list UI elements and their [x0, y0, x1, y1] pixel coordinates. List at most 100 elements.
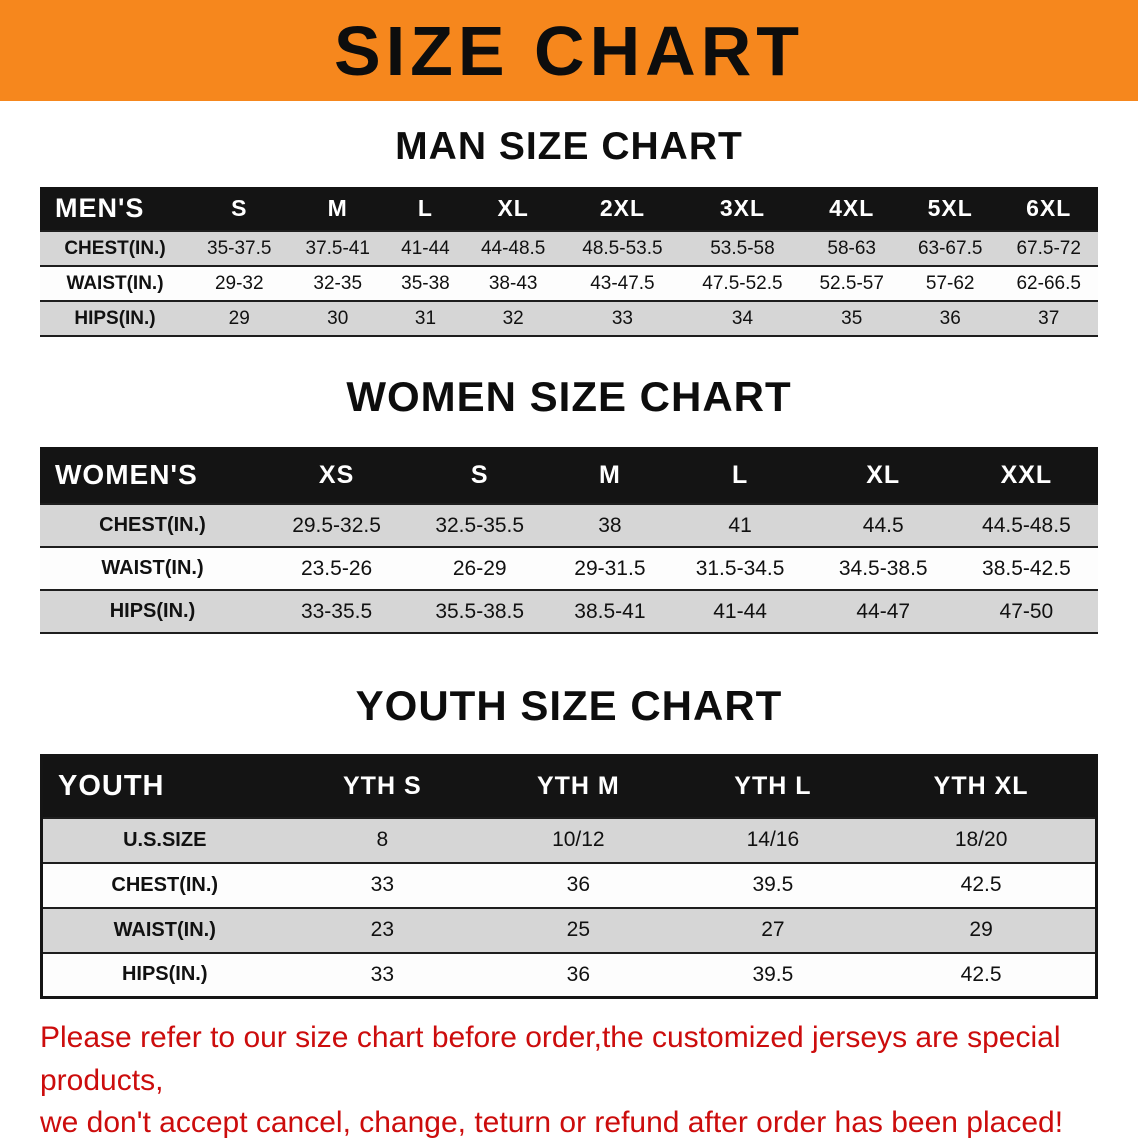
- measurement-value: 38-43: [463, 265, 563, 301]
- measurement-value: 10/12: [478, 816, 679, 863]
- measurement-label: CHEST(IN.): [40, 503, 265, 547]
- size-column-header: YTH M: [478, 755, 679, 818]
- measurement-value: 38: [551, 503, 669, 547]
- measurement-row: HIPS(IN.) 33-35.5 35.5-38.5 38.5-41 41-44 44-…: [40, 589, 1098, 634]
- size-chart-banner: SIZE CHART: [0, 0, 1138, 101]
- measurement-value: 67.5-72: [999, 230, 1098, 266]
- measurement-row: CHEST(IN.) 33 36 39.5 42.5: [41, 861, 1097, 908]
- measurement-value: 29: [867, 906, 1097, 953]
- measurement-value: 35.5-38.5: [408, 589, 552, 634]
- measurement-value: 52.5-57: [802, 265, 901, 301]
- measurement-value: 23.5-26: [265, 546, 409, 590]
- measurement-value: 33: [286, 951, 479, 999]
- measurement-value: 31: [386, 300, 464, 337]
- measurement-label: HIPS(IN.): [40, 300, 190, 337]
- measurement-value: 32.5-35.5: [408, 503, 552, 547]
- size-column-header: M: [288, 187, 387, 231]
- banner-title: SIZE CHART: [334, 11, 804, 90]
- measurement-value: 42.5: [867, 861, 1097, 908]
- measurement-value: 29-31.5: [551, 546, 669, 590]
- size-column-header: M: [551, 447, 669, 504]
- measurement-value: 44-48.5: [463, 230, 563, 266]
- measurement-value: 44.5-48.5: [954, 503, 1098, 547]
- women-section-heading: WOMEN SIZE CHART: [346, 373, 792, 420]
- measurement-label: CHEST(IN.): [40, 230, 190, 266]
- measurement-value: 47-50: [954, 589, 1098, 634]
- men-size-section: MAN SIZE CHART MEN'S S M L XL 2XL 3XL 4XL 5XL 6XL…: [0, 125, 1138, 337]
- measurement-value: 30: [288, 300, 387, 337]
- size-column-header: XL: [811, 447, 955, 504]
- size-column-header: YTH S: [286, 755, 479, 818]
- disclaimer-line-2: we don't accept cancel, change, teturn o…: [40, 1106, 1064, 1140]
- women-size-section: WOMEN SIZE CHART WOMEN'S XS S M L XL XXL CHEST(…: [0, 373, 1138, 634]
- measurement-value: 42.5: [867, 951, 1097, 999]
- measurement-value: 26-29: [408, 546, 552, 590]
- size-column-header: 4XL: [802, 187, 901, 231]
- table-title-cell: MEN'S: [40, 187, 190, 231]
- measurement-value: 38.5-42.5: [954, 546, 1098, 590]
- table-title-cell: WOMEN'S: [40, 447, 265, 504]
- men-section-heading: MAN SIZE CHART: [395, 125, 743, 168]
- measurement-label: HIPS(IN.): [40, 589, 265, 634]
- measurement-value: 25: [478, 906, 679, 953]
- size-column-header: XS: [265, 447, 409, 504]
- measurement-value: 63-67.5: [900, 230, 1000, 266]
- size-column-header: 6XL: [999, 187, 1098, 231]
- measurement-value: 8: [286, 816, 479, 863]
- measurement-value: 41-44: [386, 230, 464, 266]
- measurement-label: U.S.SIZE: [41, 816, 287, 863]
- measurement-value: 35-38: [386, 265, 464, 301]
- size-column-header: XXL: [954, 447, 1098, 504]
- measurement-value: 36: [478, 951, 679, 999]
- size-column-header: L: [668, 447, 812, 504]
- measurement-value: 36: [478, 861, 679, 908]
- measurement-value: 53.5-58: [682, 230, 803, 266]
- disclaimer-line-1: Please refer to our size chart before or…: [40, 1021, 1061, 1097]
- disclaimer-text: Please refer to our size chart before or…: [40, 1017, 1126, 1145]
- measurement-value: 18/20: [867, 816, 1097, 863]
- size-column-header: S: [190, 187, 289, 231]
- youth-size-table: YOUTH YTH S YTH M YTH L YTH XL U.S.SIZE 8 10/12…: [40, 754, 1098, 999]
- measurement-value: 48.5-53.5: [562, 230, 683, 266]
- measurement-value: 32-35: [288, 265, 387, 301]
- table-header-row: YOUTH YTH S YTH M YTH L YTH XL: [41, 755, 1097, 818]
- measurement-label: HIPS(IN.): [41, 951, 287, 999]
- size-column-header: L: [386, 187, 464, 231]
- measurement-label: WAIST(IN.): [40, 546, 265, 590]
- table-title-cell: YOUTH: [41, 755, 287, 818]
- measurement-row: WAIST(IN.) 23 25 27 29: [41, 906, 1097, 953]
- measurement-value: 29: [190, 300, 289, 337]
- measurement-label: CHEST(IN.): [41, 861, 287, 908]
- measurement-value: 39.5: [678, 951, 868, 999]
- measurement-value: 29.5-32.5: [265, 503, 409, 547]
- measurement-row: WAIST(IN.) 29-32 32-35 35-38 38-43 43-47.5 47.…: [40, 265, 1098, 301]
- measurement-row: U.S.SIZE 8 10/12 14/16 18/20: [41, 816, 1097, 863]
- size-column-header: XL: [463, 187, 563, 231]
- measurement-value: 37: [999, 300, 1098, 337]
- men-size-table: MEN'S S M L XL 2XL 3XL 4XL 5XL 6XL CHEST(IN.) 35-37…: [40, 187, 1098, 337]
- measurement-value: 32: [463, 300, 563, 337]
- measurement-value: 58-63: [802, 230, 901, 266]
- measurement-value: 33: [286, 861, 479, 908]
- measurement-value: 41-44: [668, 589, 812, 634]
- table-header-row: MEN'S S M L XL 2XL 3XL 4XL 5XL 6XL: [40, 187, 1098, 231]
- youth-size-section: YOUTH SIZE CHART YOUTH YTH S YTH M YTH L YTH…: [0, 682, 1138, 999]
- measurement-value: 62-66.5: [999, 265, 1098, 301]
- size-column-header: 2XL: [562, 187, 683, 231]
- youth-section-heading: YOUTH SIZE CHART: [355, 682, 783, 729]
- measurement-value: 43-47.5: [562, 265, 683, 301]
- women-size-table: WOMEN'S XS S M L XL XXL CHEST(IN.) 29.5-32.5 32.5…: [40, 447, 1098, 634]
- measurement-value: 23: [286, 906, 479, 953]
- measurement-row: HIPS(IN.) 29 30 31 32 33 34 35 36 37: [40, 300, 1098, 337]
- size-column-header: YTH XL: [867, 755, 1097, 818]
- measurement-value: 38.5-41: [551, 589, 669, 634]
- measurement-value: 35: [802, 300, 901, 337]
- measurement-value: 34: [682, 300, 803, 337]
- measurement-value: 29-32: [190, 265, 289, 301]
- measurement-value: 33: [562, 300, 683, 337]
- measurement-row: CHEST(IN.) 35-37.5 37.5-41 41-44 44-48.5 48.5…: [40, 230, 1098, 266]
- measurement-value: 44-47: [811, 589, 955, 634]
- measurement-value: 44.5: [811, 503, 955, 547]
- measurement-value: 27: [678, 906, 868, 953]
- size-column-header: S: [408, 447, 552, 504]
